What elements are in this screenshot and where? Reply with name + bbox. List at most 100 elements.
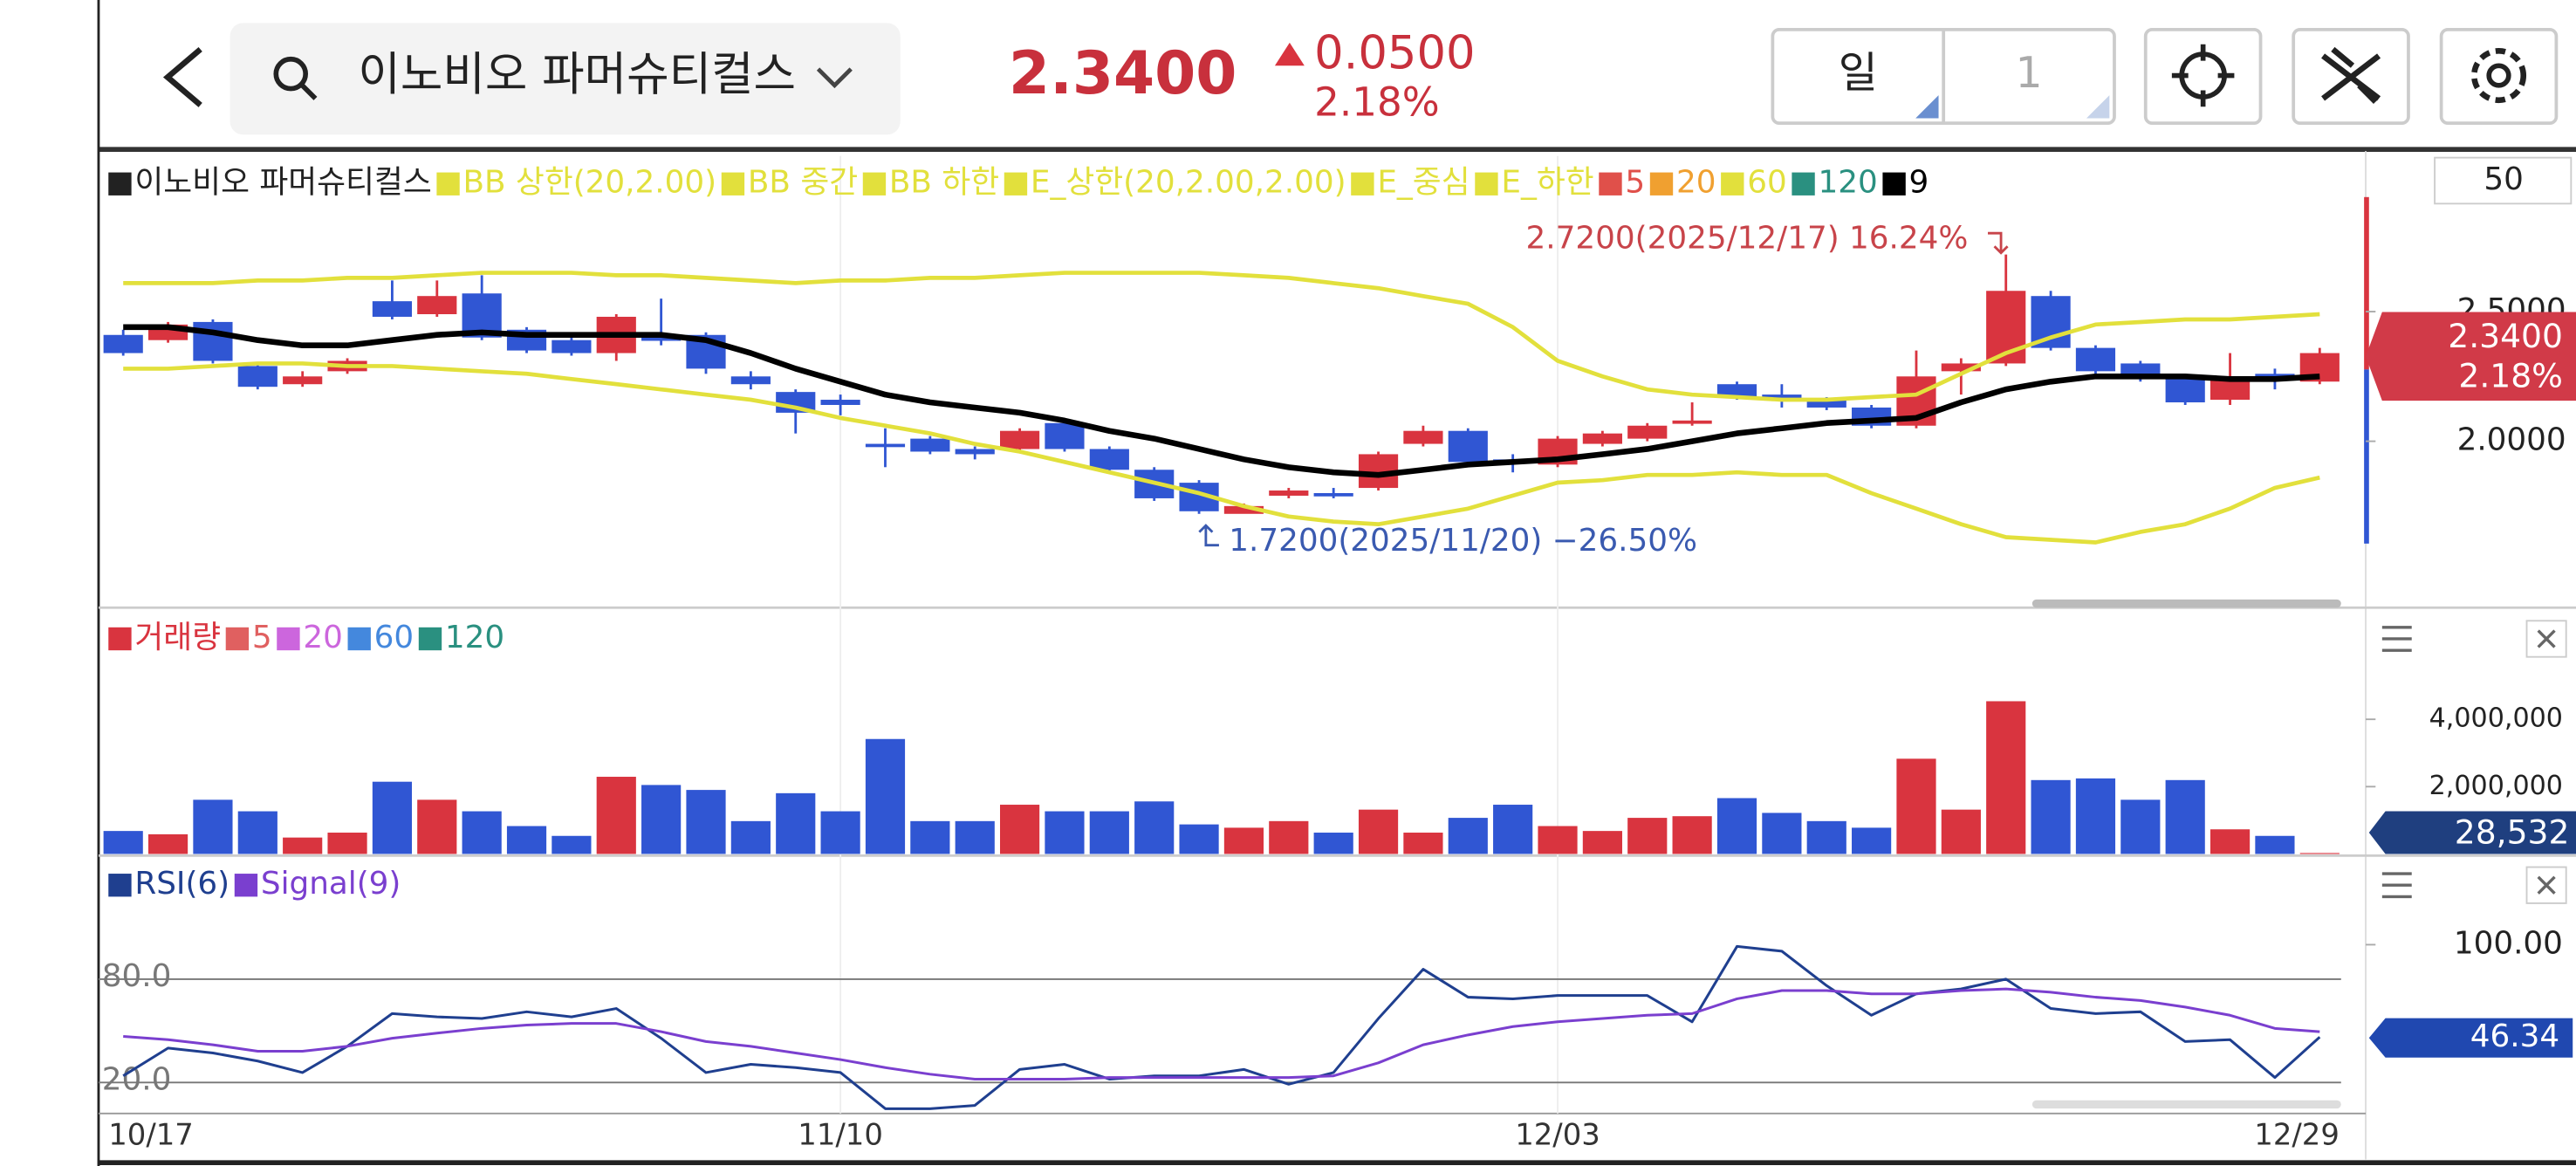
volume-bar (1986, 701, 2026, 854)
volume-bar (506, 826, 547, 854)
legend-label: 이노비오 파머슈티컬스 (134, 165, 431, 201)
candle-body (2075, 347, 2116, 372)
y-tick-label: 4,000,000 (2429, 703, 2563, 734)
stock-name: 이노비오 파머슈티컬스 (358, 48, 796, 101)
volume-bar (1089, 811, 1129, 854)
up-triangle (1274, 42, 1305, 66)
back-button[interactable] (162, 46, 202, 107)
crosshair-lines (2171, 44, 2235, 107)
volume-bar (2075, 778, 2116, 854)
crosshair-button[interactable] (2143, 27, 2263, 126)
scrollbar[interactable] (2031, 599, 2341, 608)
volume-bar (552, 835, 592, 854)
legend-label: 120 (1819, 165, 1878, 201)
legend-label: 20 (303, 620, 343, 655)
volume-bar (596, 777, 636, 854)
volume-bar (1493, 805, 1533, 854)
dropdown-chevron[interactable] (816, 67, 853, 89)
draw-icon (2321, 46, 2381, 104)
panel-menu-icon[interactable] (2381, 626, 2412, 899)
candle-body (1223, 505, 1264, 514)
candle-body (1403, 430, 1443, 444)
volume-bar (193, 799, 233, 854)
y-tick-label: 80.0 (102, 958, 172, 994)
search-icon (273, 56, 308, 92)
interval-button[interactable]: 1 (2016, 48, 2043, 98)
volume-bar (1134, 801, 1175, 854)
annotation-arrow (1198, 524, 1219, 547)
legend-label: 5 (252, 620, 272, 655)
legend-label: 120 (445, 620, 504, 655)
legend-swatch (108, 172, 132, 195)
legend-swatch (108, 627, 132, 651)
legend-swatch (234, 874, 258, 897)
candle-body (730, 376, 771, 385)
legend-swatch (721, 172, 745, 195)
range-bar-down (2364, 369, 2369, 544)
volume-bar (237, 811, 277, 854)
scrollbar[interactable] (2031, 1100, 2341, 1109)
settings-button[interactable] (2439, 27, 2559, 126)
legend-swatch (1649, 172, 1674, 195)
volume-bar (1852, 827, 1892, 854)
volume-bar (417, 799, 457, 854)
x-tick-label: 12/03 (1515, 1118, 1600, 1152)
candle-body (103, 334, 143, 353)
candle-body (1762, 394, 1802, 401)
volume-bar (955, 820, 995, 854)
series-line (123, 271, 2320, 402)
candle-body (820, 400, 860, 405)
candle-body (1269, 490, 1309, 496)
legend-swatch (1792, 172, 1815, 195)
volume-bar (776, 792, 816, 854)
price-badge-value: 2.3400 (2448, 317, 2563, 355)
search-box[interactable] (230, 23, 901, 135)
legend-label: RSI(6) (134, 866, 230, 902)
legend-label: 60 (374, 620, 414, 655)
y2-tick-label: 100.00 (2454, 925, 2563, 961)
candle-body (193, 321, 233, 361)
close-icon (2537, 875, 2556, 895)
volume-bar (1538, 826, 1578, 854)
legend-swatch (436, 172, 460, 195)
volume-bar (865, 738, 906, 854)
candle-body (1582, 433, 1622, 444)
rsi-badge (2368, 1018, 2573, 1058)
volume-bar (1313, 833, 1353, 854)
volume-bar (999, 805, 1040, 854)
annotation: 2.7200(2025/12/17) 16.24% (1526, 221, 1969, 257)
price-badge (2366, 312, 2576, 401)
close-icon (2537, 629, 2556, 648)
period-button[interactable]: 일 (1839, 48, 1878, 98)
change-rate: 2.18% (1314, 79, 1439, 125)
candle-body (283, 376, 323, 385)
interval-corner (2086, 95, 2110, 119)
volume-badge (2368, 811, 2576, 854)
candle-body (1716, 384, 1757, 398)
legend-label: 9 (1909, 165, 1929, 201)
legend-swatch (1351, 172, 1374, 195)
scale-box[interactable] (2434, 156, 2573, 205)
volume-bar (1223, 827, 1264, 854)
volume-bar (147, 833, 188, 854)
legend-swatch (108, 874, 132, 897)
legend-swatch (418, 627, 442, 651)
legend-label: 5 (1625, 165, 1645, 201)
volume-bar (372, 781, 413, 854)
legend-swatch (1004, 172, 1028, 195)
volume-badge-value: 28,532 (2455, 813, 2570, 851)
legend-label: Signal(9) (261, 866, 401, 902)
x-tick-label: 10/17 (108, 1118, 194, 1152)
candle-body (865, 443, 906, 448)
legend-swatch (225, 627, 250, 651)
legend-swatch (347, 627, 371, 651)
x-tick-label: 12/29 (2254, 1118, 2340, 1152)
volume-bar (1045, 811, 1085, 854)
legend-label: BB 하한 (889, 165, 999, 201)
volume-bar (820, 811, 860, 854)
volume-bar (730, 820, 771, 854)
volume-bar (1269, 820, 1309, 854)
legend-label: E_상한(20,2.00,2.00) (1031, 165, 1346, 201)
legend-label: E_하한 (1501, 165, 1593, 201)
